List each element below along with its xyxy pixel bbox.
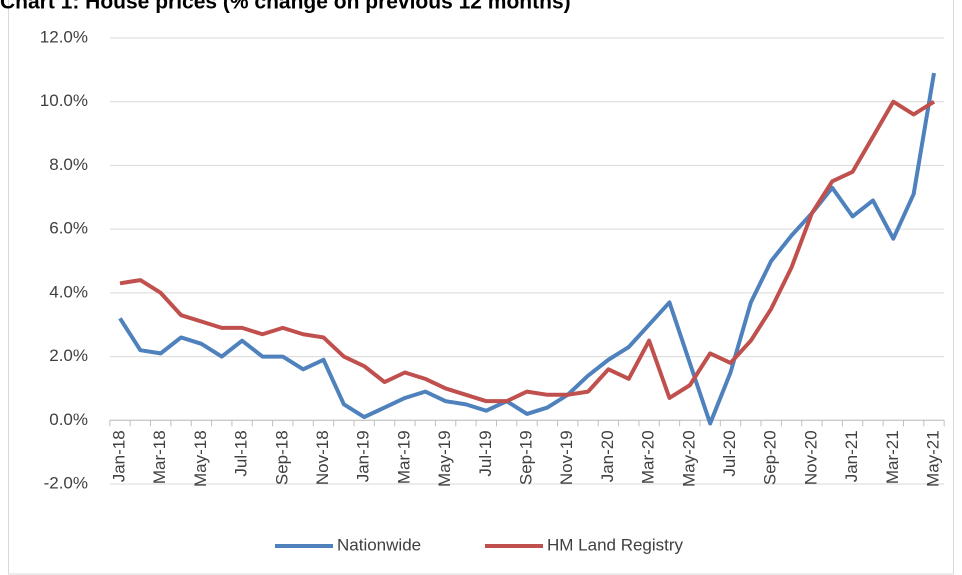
series-line (119, 99, 936, 404)
y-tick-label: 12.0% (40, 27, 88, 46)
x-tick-label: Jan-19 (354, 430, 373, 482)
chart-title: Chart 1: House prices (% change on previ… (0, 0, 571, 14)
x-tick-label: May-20 (679, 430, 698, 487)
y-tick-label: 10.0% (40, 91, 88, 110)
series-line (118, 72, 936, 426)
chart-frame (8, 0, 954, 575)
x-tick-label: Sep-18 (272, 430, 291, 485)
x-tick-label: Nov-18 (313, 430, 332, 485)
x-tick-label: Jan-20 (598, 430, 617, 482)
y-tick-label: 6.0% (49, 219, 88, 238)
x-tick-label: Jul-20 (720, 430, 739, 476)
x-tick-label: Mar-19 (394, 430, 413, 484)
legend-label: Nationwide (337, 535, 421, 554)
y-tick-label: 4.0% (49, 282, 88, 301)
x-tick-label: Mar-21 (883, 430, 902, 484)
legend-label: HM Land Registry (547, 535, 684, 554)
x-tick-label: Jul-18 (232, 430, 251, 476)
y-tick-label: 2.0% (49, 346, 88, 365)
x-tick-label: Jan-18 (109, 430, 128, 482)
x-tick-label: May-21 (923, 430, 942, 487)
y-tick-label: 0.0% (49, 410, 88, 429)
x-tick-label: May-18 (191, 430, 210, 487)
x-tick-label: May-19 (435, 430, 454, 487)
x-tick-label: Mar-20 (639, 430, 658, 484)
x-tick-label: Jan-21 (842, 430, 861, 482)
x-tick-label: Sep-20 (761, 430, 780, 485)
y-tick-label: 8.0% (49, 155, 88, 174)
x-tick-label: Mar-18 (150, 430, 169, 484)
x-tick-label: Jul-19 (476, 430, 495, 476)
x-tick-label: Nov-19 (557, 430, 576, 485)
y-tick-label: -2.0% (44, 473, 88, 492)
x-tick-label: Sep-19 (516, 430, 535, 485)
x-tick-label: Nov-20 (801, 430, 820, 485)
